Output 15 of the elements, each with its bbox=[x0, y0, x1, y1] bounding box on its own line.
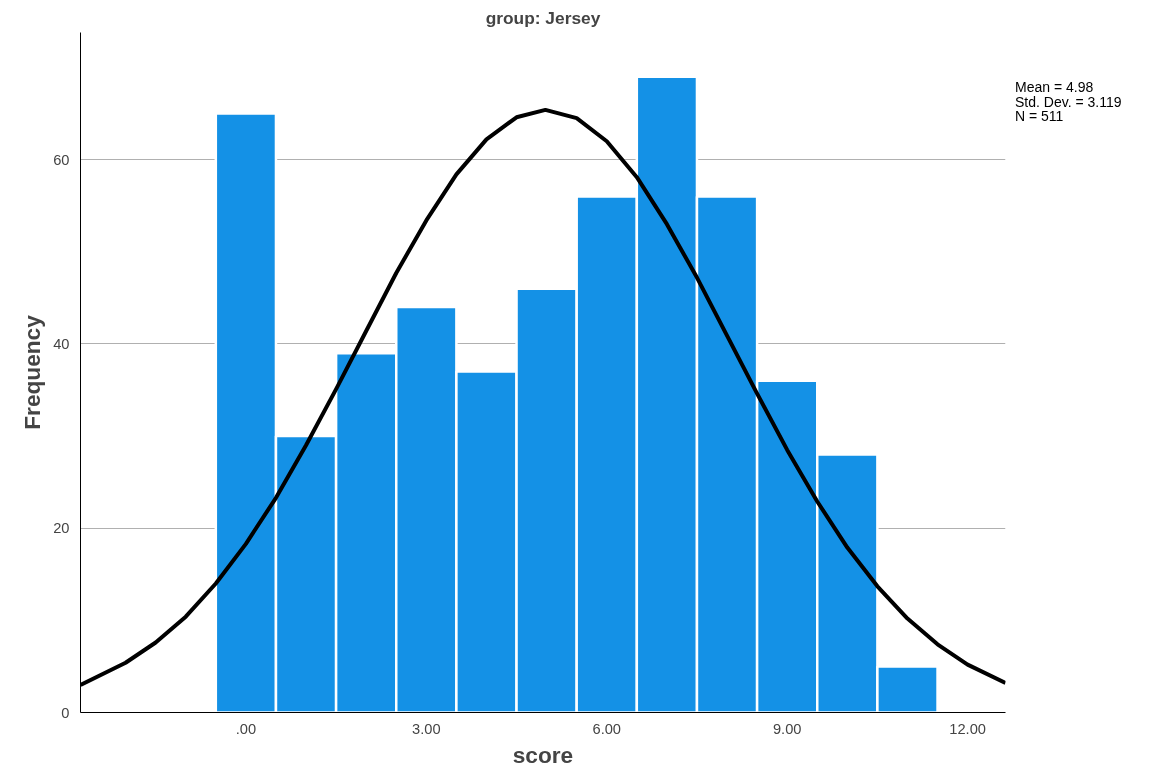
y-tick-label: 0 bbox=[61, 704, 70, 721]
x-tick-label: 6.00 bbox=[592, 720, 622, 737]
x-tick-label: .00 bbox=[235, 720, 257, 737]
text: N = 511 bbox=[1015, 108, 1065, 125]
x-tick-label: 3.00 bbox=[412, 720, 441, 737]
y-axis-title: Frequency bbox=[19, 314, 46, 430]
text: Mean = 4.98 bbox=[1015, 79, 1095, 95]
chart-title: group: Jersey bbox=[485, 7, 601, 28]
x-axis-title: score bbox=[512, 741, 574, 768]
x-tick-label: 12.00 bbox=[949, 720, 986, 737]
text: Std. Dev. = 3.119 bbox=[1015, 93, 1122, 110]
y-tick-label: 40 bbox=[53, 335, 70, 352]
y-tick-label: 60 bbox=[53, 151, 70, 168]
y-tick-label: 20 bbox=[53, 520, 70, 537]
x-tick-label: 9.00 bbox=[772, 720, 802, 737]
